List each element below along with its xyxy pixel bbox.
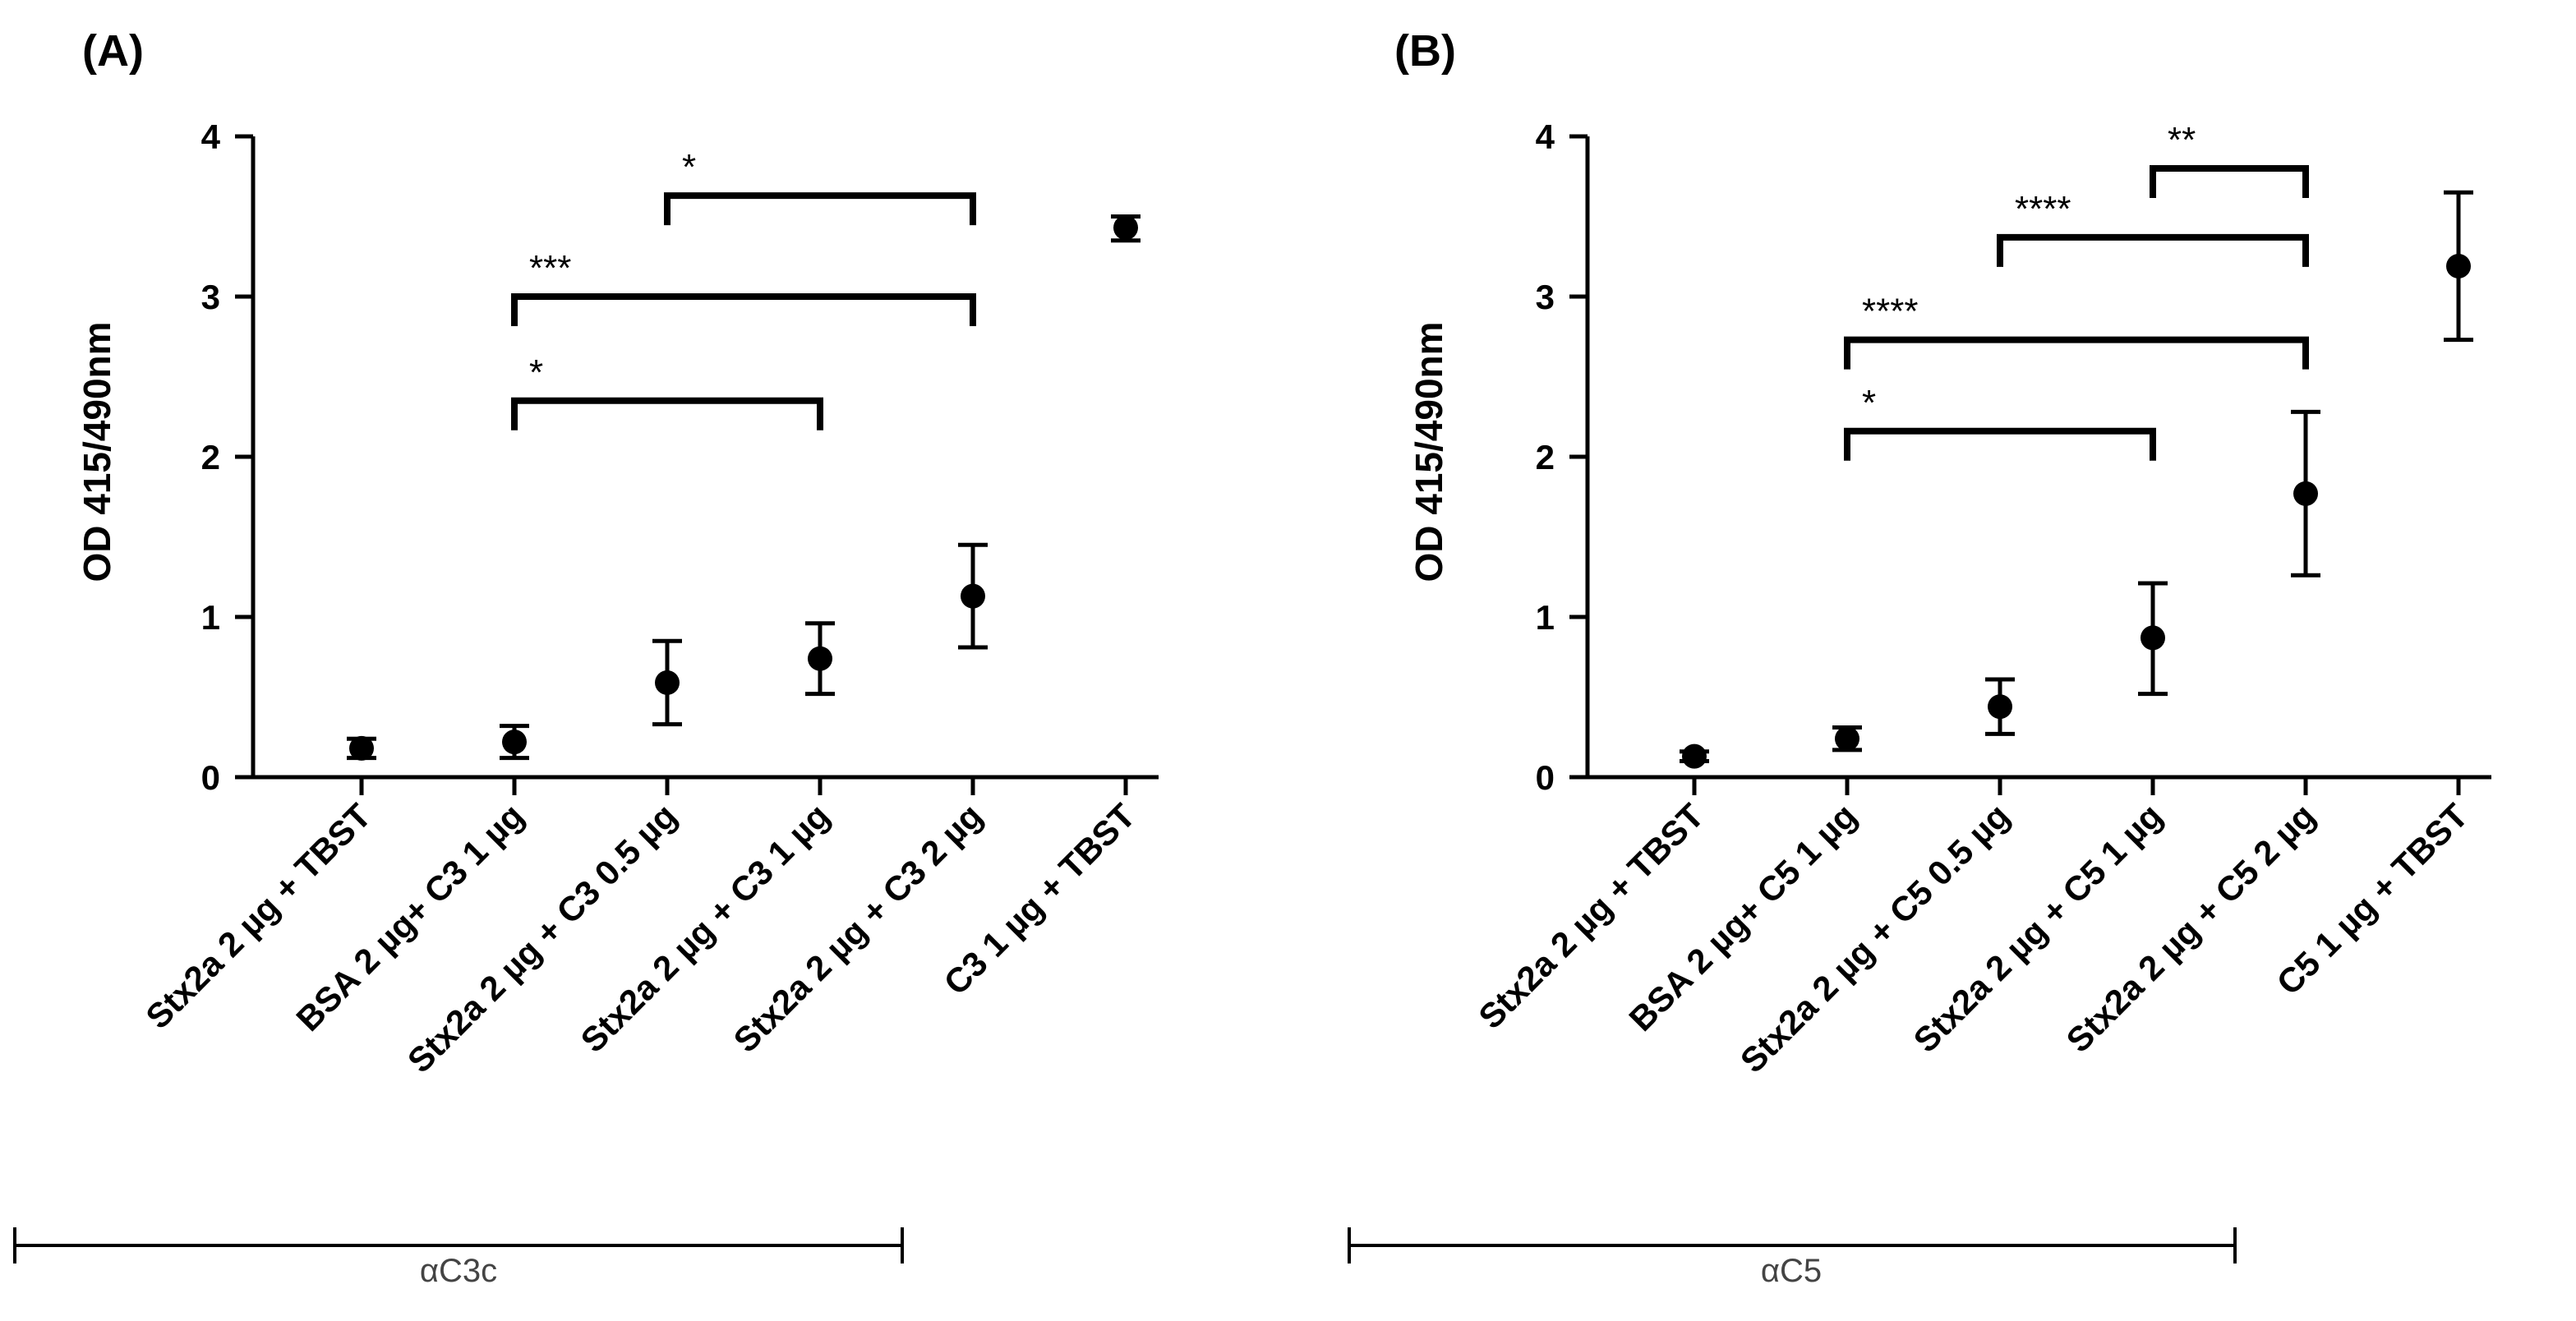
significance-bracket — [1844, 427, 2156, 461]
x-category-label: Stx2a 2 µg + C3 0.5 µg — [400, 796, 684, 1080]
data-point — [961, 583, 985, 609]
data-point — [1835, 726, 1859, 752]
data-point — [655, 670, 680, 695]
data-point — [808, 646, 832, 671]
y-tick-label: 4 — [201, 117, 221, 156]
panel-label-a: (A) — [82, 26, 144, 76]
data-point — [2141, 625, 2165, 651]
y-tick-label: 0 — [1536, 758, 1555, 797]
significance-label: *** — [529, 248, 571, 288]
group-bracket — [1348, 1227, 2237, 1263]
y-axis-title-b: OD 415/490nm — [1408, 321, 1450, 582]
significance-label: ** — [2168, 120, 2196, 160]
y-axis-title-a: OD 415/490nm — [76, 321, 118, 582]
significance-bracket — [2150, 165, 2309, 198]
data-point — [1682, 743, 1707, 769]
y-tick-label: 1 — [201, 598, 220, 637]
chart-a: (A) OD 415/490nm αC3c 0 1 2 3 4 Stx2a 2 µg + … — [13, 26, 1159, 1289]
y-tick-label: 2 — [1536, 438, 1555, 476]
data-point — [2293, 481, 2318, 506]
x-category-label: Stx2a 2 µg + C3 1 µg — [574, 796, 837, 1060]
y-tick-label: 0 — [201, 758, 220, 797]
y-tick-label: 1 — [1536, 598, 1555, 637]
data-point — [2446, 253, 2471, 278]
significance-label: * — [1862, 383, 1876, 423]
significance-label: **** — [1862, 292, 1919, 332]
x-category-label: Stx2a 2 µg + C5 0.5 µg — [1733, 796, 2017, 1080]
group-label-a: αC3c — [420, 1253, 497, 1289]
significance-bracket — [511, 397, 823, 430]
y-tick-label: 4 — [1536, 117, 1555, 156]
significance-bracket — [664, 192, 976, 226]
data-point — [502, 730, 527, 755]
data-point — [349, 735, 374, 761]
data-point — [1113, 215, 1138, 241]
significance-bracket — [1997, 233, 2309, 267]
group-bracket — [13, 1227, 904, 1263]
y-tick-label: 3 — [201, 278, 220, 316]
x-category-label: Stx2a 2 µg + C3 2 µg — [726, 796, 990, 1060]
y-tick-label: 2 — [201, 438, 220, 476]
x-category-label: Stx2a 2 µg + C5 2 µg — [2059, 796, 2323, 1060]
data-point — [1988, 694, 2012, 720]
significance-bracket — [511, 293, 976, 326]
panel-label-b: (B) — [1394, 26, 1456, 76]
group-label-b: αC5 — [1761, 1253, 1822, 1289]
significance-label: * — [529, 352, 543, 393]
significance-label: * — [682, 147, 696, 187]
x-category-label: Stx2a 2 µg + C5 1 µg — [1906, 796, 2170, 1060]
y-tick-label: 3 — [1536, 278, 1555, 316]
significance-bracket — [1844, 336, 2309, 370]
significance-label: **** — [2015, 189, 2071, 229]
